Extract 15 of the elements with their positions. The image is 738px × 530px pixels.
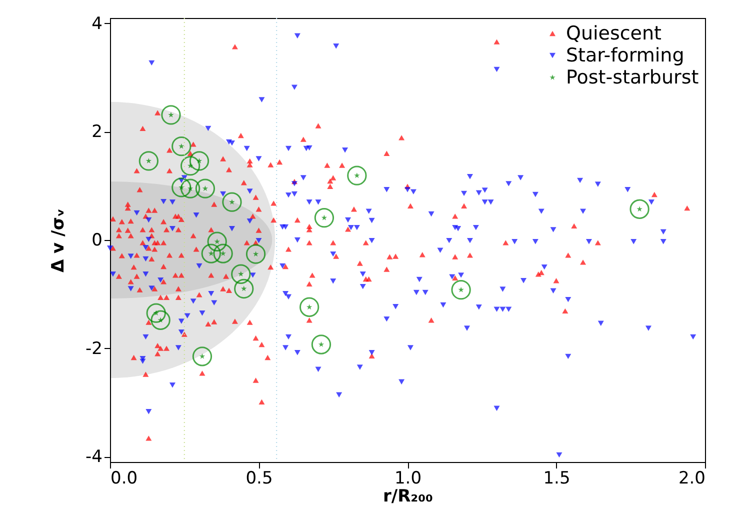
legend-label: Quiescent (566, 22, 662, 44)
x-tick-label: 1.5 (543, 468, 570, 488)
y-tick-label: -4 (86, 447, 102, 468)
x-tick-label: 0.5 (246, 468, 273, 488)
y-tick-label: 0 (92, 230, 102, 250)
y-tick-label: 4 (92, 14, 102, 34)
legend-label: Post-starburst (566, 66, 699, 88)
x-tick-label: 0.0 (110, 468, 138, 488)
y-tick-label: -2 (86, 338, 102, 359)
x-tick-label: 2.0 (678, 468, 706, 488)
x-axis-title: r/R₂₀₀ (382, 486, 434, 506)
x-tick-label: 1.0 (394, 468, 422, 488)
y-axis-title: Δ v /σᵥ (48, 208, 69, 273)
legend-label: Star-forming (566, 44, 684, 66)
y-tick-label: 2 (92, 122, 102, 142)
